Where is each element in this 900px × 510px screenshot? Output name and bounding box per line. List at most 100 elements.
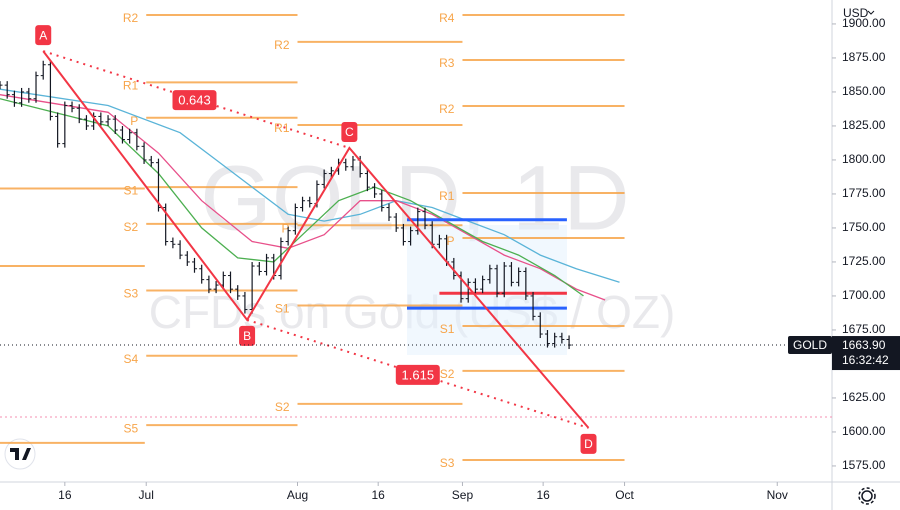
pivot-label: P (446, 234, 454, 248)
moving-average (0, 98, 584, 297)
price-bar (487, 264, 493, 284)
price-bar (343, 158, 349, 171)
y-tick-label: 1875.00 (842, 50, 886, 64)
x-tick-label: Jul (139, 488, 154, 502)
price-bar (0, 81, 3, 90)
pivot-label: S2 (124, 220, 139, 234)
price-bar (264, 253, 270, 276)
pattern-point-box (239, 325, 256, 346)
price-bar (228, 271, 234, 294)
price-bar (408, 226, 414, 246)
pattern-dotted (42, 50, 350, 149)
moving-average (0, 94, 606, 301)
price-bar (350, 155, 356, 171)
price-label: 1663.90 (842, 338, 886, 352)
pivot-label: S1 (440, 322, 455, 336)
y-tick-label: 1825.00 (842, 118, 886, 132)
price-bar (163, 203, 169, 246)
price-bar (69, 101, 75, 113)
y-tick-label: 1600.00 (842, 424, 886, 438)
price-bar (4, 81, 10, 99)
price-bar (552, 332, 558, 348)
price-bar (566, 335, 572, 350)
price-bar (480, 275, 486, 294)
pivot-label: P (130, 114, 138, 128)
price-bar (55, 112, 61, 148)
price-bar (415, 207, 421, 235)
moving-average (0, 88, 620, 283)
ratio-box (395, 364, 440, 385)
pattern-point-label: C (345, 125, 354, 139)
price-bar (19, 87, 25, 107)
price-bar (242, 291, 248, 314)
pivot-label: S4 (124, 352, 139, 366)
pivot-label: S5 (124, 421, 139, 435)
price-bar (328, 166, 334, 178)
pattern-point-label: B (243, 329, 251, 343)
y-tick-label: 1725.00 (842, 254, 886, 268)
y-tick-label: 1625.00 (842, 390, 886, 404)
price-bar (62, 101, 68, 148)
x-tick-label: Aug (287, 488, 308, 502)
price-bar (386, 203, 392, 222)
y-tick-label: 1700.00 (842, 288, 886, 302)
currency-caret[interactable] (867, 10, 875, 15)
x-tick-label: Nov (767, 488, 788, 502)
x-tick-label: Oct (615, 488, 634, 502)
price-box (832, 336, 900, 371)
price-bar (11, 90, 17, 107)
pattern-point-label: D (584, 437, 593, 451)
price-bar (206, 275, 212, 294)
x-tick-label: 16 (536, 488, 550, 502)
pivot-label: S1 (124, 183, 139, 197)
price-bar (422, 207, 428, 230)
symbol-box (788, 336, 832, 355)
price-bar (285, 226, 291, 246)
price-bar (119, 126, 125, 144)
pivot-label: R2 (123, 11, 139, 25)
symbol-label: GOLD (793, 338, 827, 352)
price-bar (98, 112, 104, 126)
ratio-label: 1.615 (402, 367, 435, 382)
pivot-label: R4 (439, 11, 455, 25)
price-bar (249, 262, 255, 314)
pivot-label: S2 (275, 400, 290, 414)
price-bar (559, 332, 565, 344)
pivot-label: S2 (440, 367, 455, 381)
y-tick-label: 1900.00 (842, 16, 886, 30)
pivot-label: R3 (439, 56, 455, 70)
countdown-label: 16:32:42 (842, 353, 889, 367)
pivot-label: S3 (124, 287, 139, 301)
price-bar (191, 257, 197, 273)
x-tick-label: Sep (452, 488, 474, 502)
x-tick-label: 16 (372, 488, 386, 502)
price-bar (501, 262, 507, 298)
y-tick-label: 1850.00 (842, 84, 886, 98)
currency-selector[interactable]: USD (843, 6, 869, 20)
price-bar (494, 264, 500, 298)
price-bar (530, 291, 536, 321)
price-bar (127, 128, 133, 144)
price-bar (76, 104, 82, 124)
price-bar (91, 112, 97, 130)
price-bar (170, 237, 176, 249)
y-tick-label: 1775.00 (842, 186, 886, 200)
background-layer: GOLD, 1D CFDs on Gold (US$ / OZ) (149, 147, 675, 355)
y-tick-label: 1800.00 (842, 152, 886, 166)
price-bar (83, 115, 89, 130)
price-bar (400, 223, 406, 246)
pivot-label: S3 (440, 456, 455, 470)
price-bar (33, 71, 39, 103)
price-bar (199, 264, 205, 284)
settings-icon[interactable] (858, 487, 876, 505)
price-bar (523, 267, 529, 300)
pivot-label: R2 (274, 38, 290, 52)
y-tick-label: 1675.00 (842, 322, 886, 336)
price-bar (393, 213, 399, 232)
logo[interactable] (4, 438, 36, 470)
pivot-label: R1 (123, 79, 139, 93)
ratio-label: 0.643 (178, 93, 211, 108)
price-bar (321, 169, 327, 189)
pattern-point-box (580, 433, 597, 454)
price-bar (300, 196, 306, 212)
